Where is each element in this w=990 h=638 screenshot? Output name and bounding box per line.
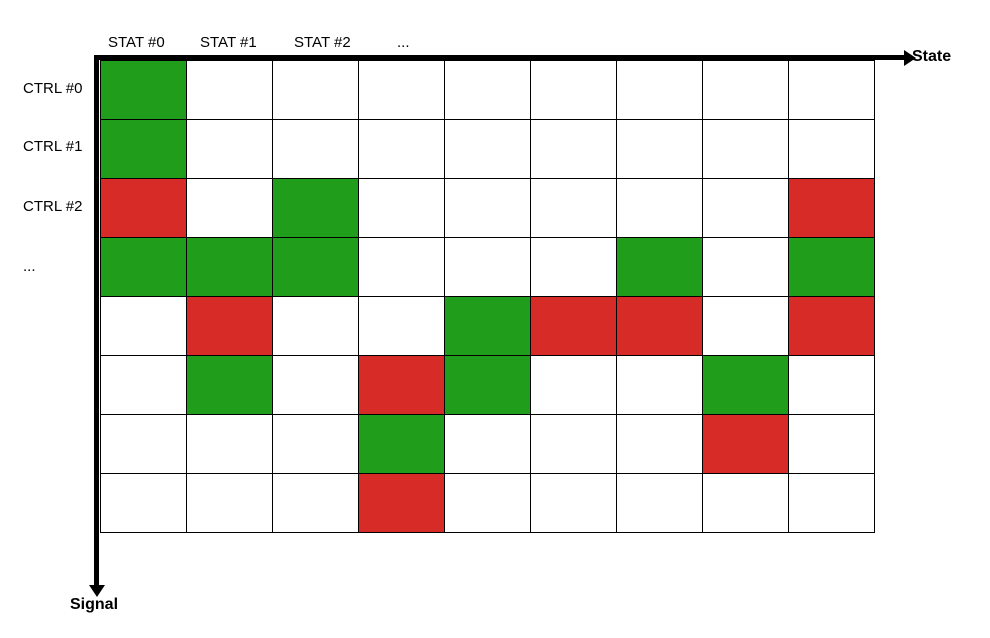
grid-cell bbox=[789, 238, 875, 297]
grid-cell bbox=[359, 238, 445, 297]
grid-cell bbox=[789, 297, 875, 356]
grid-cell bbox=[617, 356, 703, 415]
grid-cell bbox=[617, 474, 703, 533]
grid-cell bbox=[789, 61, 875, 120]
grid-cell bbox=[187, 356, 273, 415]
grid-cell bbox=[789, 356, 875, 415]
grid-cell bbox=[101, 356, 187, 415]
column-header: STAT #2 bbox=[294, 34, 351, 51]
grid-cell bbox=[445, 474, 531, 533]
grid-cell bbox=[359, 356, 445, 415]
grid-cell bbox=[703, 61, 789, 120]
grid-cell bbox=[445, 356, 531, 415]
grid-cell bbox=[789, 415, 875, 474]
grid-cell bbox=[273, 179, 359, 238]
grid-cell bbox=[703, 415, 789, 474]
grid-cell bbox=[617, 120, 703, 179]
row-header: ... bbox=[23, 258, 36, 275]
grid-cell bbox=[101, 297, 187, 356]
grid-cell bbox=[789, 120, 875, 179]
y-axis-label: Signal bbox=[70, 596, 118, 614]
grid-cell bbox=[101, 238, 187, 297]
y-axis-line bbox=[94, 55, 99, 585]
grid-cell bbox=[531, 474, 617, 533]
grid-cell bbox=[531, 120, 617, 179]
grid-cell bbox=[273, 415, 359, 474]
grid-table bbox=[100, 60, 875, 533]
x-axis-label: State bbox=[912, 48, 951, 66]
grid-cell bbox=[359, 415, 445, 474]
grid-cell bbox=[617, 297, 703, 356]
grid-cell bbox=[617, 179, 703, 238]
grid-cell bbox=[273, 474, 359, 533]
grid-cell bbox=[187, 415, 273, 474]
column-header: ... bbox=[397, 34, 410, 51]
grid-cell bbox=[273, 238, 359, 297]
grid-cell bbox=[187, 297, 273, 356]
grid-cell bbox=[445, 120, 531, 179]
grid-cell bbox=[101, 120, 187, 179]
grid-cell bbox=[531, 179, 617, 238]
grid-cell bbox=[531, 238, 617, 297]
grid-cell bbox=[789, 179, 875, 238]
grid-cell bbox=[359, 120, 445, 179]
grid-cell bbox=[359, 61, 445, 120]
grid-cell bbox=[703, 356, 789, 415]
grid-cell bbox=[445, 415, 531, 474]
grid-cell bbox=[359, 474, 445, 533]
grid-cell bbox=[617, 61, 703, 120]
grid-cell bbox=[445, 179, 531, 238]
grid-cell bbox=[101, 179, 187, 238]
grid-cell bbox=[187, 120, 273, 179]
column-header: STAT #1 bbox=[200, 34, 257, 51]
grid-cell bbox=[703, 179, 789, 238]
grid-cell bbox=[531, 356, 617, 415]
grid-cell bbox=[703, 474, 789, 533]
grid-cell bbox=[187, 474, 273, 533]
grid-cell bbox=[703, 297, 789, 356]
grid-cell bbox=[617, 415, 703, 474]
grid-cell bbox=[187, 61, 273, 120]
grid-cell bbox=[445, 238, 531, 297]
grid-cell bbox=[273, 297, 359, 356]
grid-cell bbox=[445, 297, 531, 356]
state-signal-diagram: STAT #0 STAT #1 STAT #2... CTRL #0 CTRL #1 CT… bbox=[0, 0, 990, 638]
column-header: STAT #0 bbox=[108, 34, 165, 51]
grid-cell bbox=[273, 61, 359, 120]
grid-cell bbox=[531, 297, 617, 356]
grid-cell bbox=[187, 238, 273, 297]
grid-cell bbox=[273, 120, 359, 179]
grid-cell bbox=[703, 120, 789, 179]
row-header: CTRL #2 bbox=[23, 198, 82, 215]
row-header: CTRL #1 bbox=[23, 138, 82, 155]
grid-cell bbox=[703, 238, 789, 297]
grid-cell bbox=[101, 61, 187, 120]
grid-cell bbox=[531, 415, 617, 474]
grid-cell bbox=[359, 179, 445, 238]
grid-cell bbox=[101, 415, 187, 474]
grid-cell bbox=[187, 179, 273, 238]
grid-cell bbox=[445, 61, 531, 120]
row-header: CTRL #0 bbox=[23, 80, 82, 97]
x-axis-line bbox=[94, 55, 904, 60]
grid-cell bbox=[359, 297, 445, 356]
grid-cell bbox=[789, 474, 875, 533]
grid-cell bbox=[617, 238, 703, 297]
grid-cell bbox=[273, 356, 359, 415]
grid-cell bbox=[101, 474, 187, 533]
grid-cell bbox=[531, 61, 617, 120]
